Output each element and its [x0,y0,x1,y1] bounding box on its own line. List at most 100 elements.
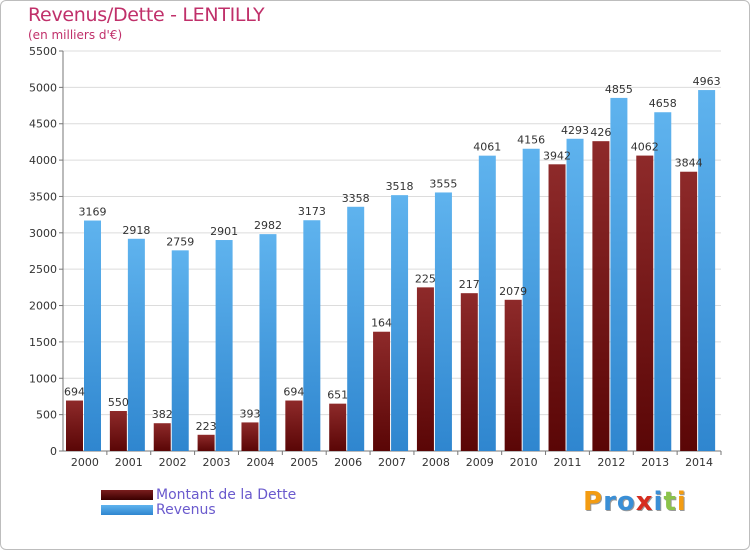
bar-dette [66,400,83,451]
data-label-revenus: 3169 [79,206,107,219]
y-tick-label: 3500 [29,190,57,203]
data-label-dette: 4062 [631,141,659,154]
bar-dette [548,164,566,452]
y-tick-label: 5500 [29,45,57,58]
data-label-dette: 382 [152,408,173,421]
logo-letter: r [603,487,617,517]
data-label-revenus: 2759 [166,235,194,248]
data-label-dette: 223 [196,420,217,433]
data-label-dette: 393 [239,407,260,420]
data-label-dette: 217 [459,278,480,291]
x-tick-label: 2009 [466,456,494,469]
bar-revenus [566,138,584,452]
y-tick-label: 4000 [29,154,57,167]
x-tick-label: 2010 [510,456,538,469]
bar-revenus [698,90,716,452]
data-label-dette: 225 [415,272,436,285]
legend-item-revenus: Revenus [101,502,216,518]
bar-dette [460,293,478,451]
bar-revenus [303,220,321,451]
data-label-revenus: 4658 [649,97,677,110]
bar-revenus [434,192,452,452]
bar-revenus [84,220,101,451]
bar-revenus [171,250,189,451]
bar-dette [373,331,391,451]
proxiti-logo: Proxiti [583,487,687,517]
y-tick-label: 2000 [29,300,57,313]
data-label-dette: 3844 [675,157,703,170]
data-label-revenus: 3555 [429,177,457,190]
x-tick-label: 2008 [422,456,450,469]
bar-dette [285,400,303,451]
x-tick-label: 2002 [159,456,187,469]
bar-revenus [259,234,277,451]
legend-swatch-revenus [101,505,153,515]
bar-dette [680,171,698,451]
bar-dette [636,155,654,451]
bar-revenus [478,155,496,451]
chart-subtitle: (en milliers d'€) [28,28,123,42]
legend-swatch-dette [101,490,153,500]
legend-item-dette: Montant de la Dette [101,487,296,503]
bar-dette [329,403,347,451]
x-tick-label: 2011 [553,456,581,469]
data-label-revenus: 2901 [210,225,238,238]
data-label-dette: 164 [371,317,392,330]
x-tick-label: 2000 [71,456,99,469]
data-label-revenus: 3518 [386,180,414,193]
logo-letter: t [663,487,677,517]
logo-letter: x [635,487,654,517]
logo-letter: o [616,487,636,517]
data-label-dette: 3942 [543,149,571,162]
x-tick-label: 2006 [334,456,362,469]
logo-letter: P [583,487,604,517]
data-label-revenus: 4156 [517,134,545,147]
data-label-dette: 550 [108,396,129,409]
bar-revenus [215,240,233,451]
bar-revenus [610,97,628,451]
data-label-revenus: 2982 [254,219,282,232]
legend-label-dette: Montant de la Dette [156,487,297,503]
label-layer: 694 3169 550 2918 382 2759 223 2901 393 2982 694 31… [64,75,721,433]
y-tick-label: 5000 [29,81,57,94]
bar-revenus [654,112,672,452]
bar-revenus [127,238,145,451]
x-tick-label: 2014 [685,456,713,469]
data-label-revenus: 4963 [693,75,721,88]
bar-dette [109,411,127,451]
x-tick-label: 2012 [597,456,625,469]
data-label-revenus: 3173 [298,205,326,218]
x-tick-label: 2001 [115,456,143,469]
bar-dette [241,422,259,451]
y-tick-label: 0 [50,445,57,458]
data-label-revenus: 4855 [605,83,633,96]
bar-revenus [522,148,540,451]
bar-dette [416,287,434,451]
bar-layer [66,90,716,452]
legend-label-revenus: Revenus [156,502,216,518]
x-tick-label: 2013 [641,456,669,469]
axis-layer: 0 500 1000 1500 2000 2500 3000 3500 4000 4500 5000… [29,45,722,469]
data-label-dette: 694 [64,386,85,399]
data-label-revenus: 2918 [122,224,150,237]
bar-revenus [347,206,365,451]
bar-dette [153,423,171,451]
data-label-revenus: 3358 [342,192,370,205]
y-tick-label: 500 [36,409,57,422]
bar-dette [592,141,610,451]
bar-dette [504,299,522,451]
y-tick-label: 2500 [29,263,57,276]
logo-letter: i [653,487,664,517]
bar-revenus [391,195,409,451]
y-tick-label: 4500 [29,118,57,131]
data-label-revenus: 4061 [473,141,501,154]
x-tick-label: 2004 [246,456,274,469]
data-label-dette: 426 [590,126,611,139]
data-label-dette: 651 [327,389,348,402]
y-tick-label: 3000 [29,227,57,240]
x-tick-label: 2003 [203,456,231,469]
data-label-dette: 694 [283,386,304,399]
chart-title: Revenus/Dette - LENTILLY [28,4,265,26]
